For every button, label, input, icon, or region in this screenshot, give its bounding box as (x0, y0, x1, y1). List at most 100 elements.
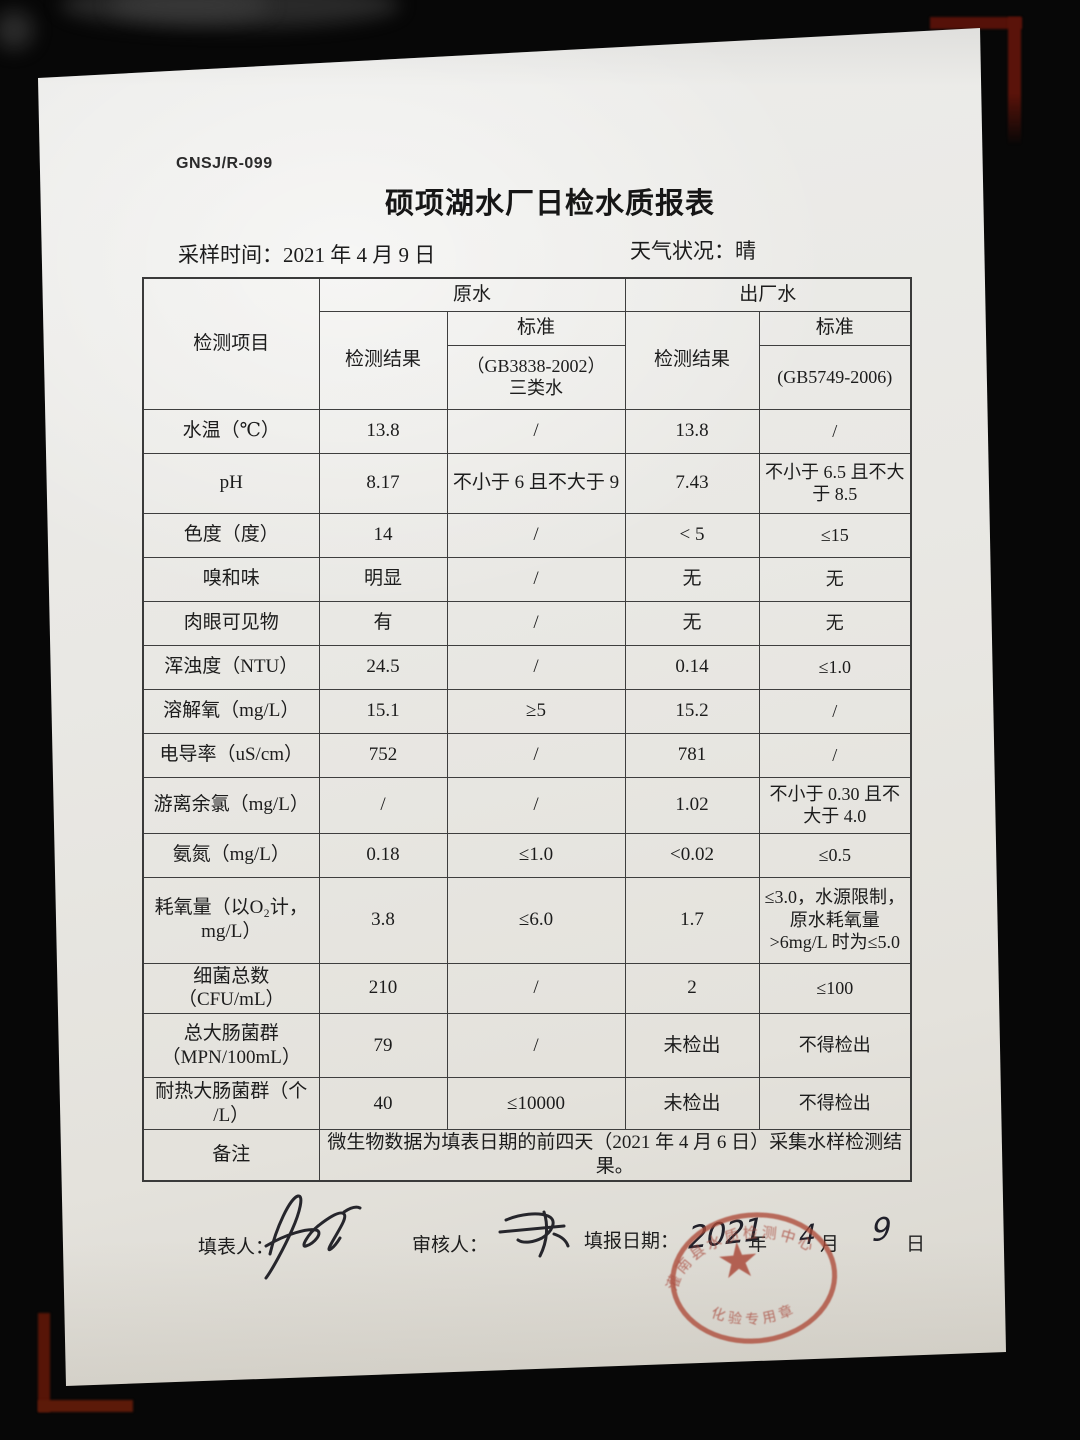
remark-label: 备注 (142, 1129, 320, 1181)
raw-standard-cell: ≥5 (446, 688, 626, 734)
out-standard-cell: 不小于 0.30 且不大于 4.0 (758, 776, 912, 834)
raw-result-cell: 明显 (318, 556, 448, 602)
red-corner-mark-top-right (1008, 17, 1021, 145)
out-result-cell: 781 (624, 732, 760, 778)
out-standard-cell: ≤15 (758, 512, 912, 558)
raw-result-cell: 79 (318, 1013, 448, 1078)
out-result-cell: 2 (624, 962, 760, 1014)
day-suffix: 日 (906, 1234, 926, 1255)
raw-standard-cell: / (446, 600, 626, 646)
table-row: 溶解氧（mg/L） 15.1 ≥5 15.2 / (142, 688, 912, 734)
out-result-cell: 7.43 (624, 452, 760, 514)
remark-text: 微生物数据为填表日期的前四天（2021 年 4 月 6 日）采集水样检测结果。 (318, 1129, 912, 1181)
out-result-header: 检测结果 (624, 310, 760, 410)
table-row: 游离余氯（mg/L） / / 1.02 不小于 0.30 且不大于 4.0 (142, 776, 912, 834)
weather-line: 天气状况：晴 (630, 235, 756, 265)
filler-label: 填表人： (198, 1237, 275, 1258)
water-quality-table: 检测项目 原水 出厂水 检测结果 标准 检测结果 标准 （GB3838-2002… (142, 277, 913, 1182)
raw-result-cell: 0.18 (318, 832, 448, 878)
out-standard-cell: 不小于 6.5 且不大于 8.5 (758, 452, 912, 514)
table-row: 氨氮（mg/L） 0.18 ≤1.0 <0.02 ≤0.5 (142, 832, 912, 878)
out-result-cell: 15.2 (624, 688, 760, 734)
raw-result-cell: 14 (318, 512, 448, 558)
sample-time-line: 采样时间：2021 年 4 月 9 日 (178, 239, 435, 269)
raw-standard-cell: / (446, 644, 626, 690)
out-standard-cell: ≤100 (758, 962, 912, 1014)
raw-standard-cell: ≤6.0 (446, 876, 626, 964)
out-result-cell: < 5 (624, 512, 760, 558)
raw-result-cell: 15.1 (318, 688, 448, 734)
group-header-raw-water: 原水 (318, 277, 626, 312)
item-name-cell: 游离余氯（mg/L） (142, 776, 320, 834)
handwritten-day: 9 (871, 1210, 891, 1250)
report-date-label: 填报日期： (584, 1231, 680, 1252)
item-name-cell: 总大肠菌群 （MPN/100mL） (142, 1013, 320, 1078)
column-header-item: 检测项目 (142, 277, 320, 410)
filler-signature (264, 1194, 362, 1280)
raw-standard-cell: / (446, 732, 626, 778)
item-name-cell: 耗氧量（以O₂计， mg/L） (142, 876, 320, 964)
raw-result-cell: / (318, 776, 448, 834)
item-name-cell: 耐热大肠菌群（个 /L） (142, 1077, 320, 1130)
raw-standard-cell: / (446, 408, 626, 454)
raw-result-cell: 24.5 (318, 644, 448, 690)
out-standard-cell: / (758, 408, 912, 454)
reviewer-label: 审核人： (412, 1235, 489, 1256)
red-corner-mark-bottom-left (38, 1400, 133, 1412)
reviewer-signature (498, 1210, 570, 1258)
raw-result-cell: 40 (318, 1077, 448, 1130)
raw-standard-cell: ≤10000 (446, 1077, 626, 1130)
out-result-cell: 无 (624, 556, 760, 602)
year-suffix: 年 (748, 1234, 768, 1255)
out-standard-header: 标准 (758, 310, 912, 346)
raw-standard-cell: 不小于 6 且不大于 9 (446, 452, 626, 514)
item-name-cell: 水温（℃） (142, 408, 320, 454)
out-standard-cell: ≤0.5 (758, 832, 912, 878)
out-standard-cell: 不得检出 (758, 1077, 912, 1130)
raw-standard-cell: / (446, 512, 626, 558)
out-standard-cell: 无 (758, 556, 912, 602)
item-name-cell: 色度（度） (142, 512, 320, 558)
item-name-cell: 细菌总数（CFU/mL） (142, 962, 320, 1014)
out-standard-code: (GB5749-2006) (758, 344, 912, 410)
raw-standard-header: 标准 (446, 310, 626, 346)
table-row: 耐热大肠菌群（个 /L） 40 ≤10000 未检出 不得检出 (142, 1077, 912, 1130)
out-result-cell: 未检出 (624, 1013, 760, 1078)
page-title: 硕项湖水厂日检水质报表 (384, 188, 715, 220)
table-row: 总大肠菌群 （MPN/100mL） 79 / 未检出 不得检出 (142, 1013, 912, 1078)
raw-standard-cell: / (446, 962, 626, 1014)
raw-result-cell: 有 (318, 600, 448, 646)
table-row: pH 8.17 不小于 6 且不大于 9 7.43 不小于 6.5 且不大于 8… (142, 452, 912, 514)
raw-standard-cell: / (446, 776, 626, 834)
out-result-cell: 1.02 (624, 776, 760, 834)
sample-time-label: 采样时间： (178, 243, 283, 267)
out-result-cell: 未检出 (624, 1077, 760, 1130)
raw-standard-cell: / (446, 1013, 626, 1078)
out-standard-cell: 不得检出 (758, 1013, 912, 1078)
svg-text:化验专用章: 化验专用章 (708, 1298, 800, 1332)
weather-label: 天气状况： (630, 239, 735, 263)
raw-standard-code: （GB3838-2002） 三类水 (446, 344, 626, 410)
item-name-cell: 电导率（uS/cm） (142, 732, 320, 778)
table-row: 电导率（uS/cm） 752 / 781 / (142, 732, 912, 778)
raw-result-cell: 210 (318, 962, 448, 1014)
out-result-cell: <0.02 (624, 832, 760, 878)
out-standard-cell: / (758, 732, 912, 778)
item-name-cell: 嗅和味 (142, 556, 320, 602)
red-seal-stamp: 灌南县水质检测中心 化验专用章 (659, 1212, 838, 1344)
raw-result-cell: 13.8 (318, 408, 448, 454)
camera-blur-streak (0, 10, 34, 50)
stamp-bottom-text: 化验专用章 (708, 1298, 800, 1332)
out-standard-cell: ≤3.0，水源限制，原水耗氧量>6mg/L 时为≤5.0 (758, 876, 912, 964)
item-name-cell: pH (142, 452, 320, 514)
group-header-finished-water: 出厂水 (624, 277, 912, 312)
table-row: 细菌总数（CFU/mL） 210 / 2 ≤100 (142, 962, 912, 1014)
raw-result-cell: 752 (318, 732, 448, 778)
out-result-cell: 13.8 (624, 408, 760, 454)
form-code: GNSJ/R-099 (176, 155, 273, 172)
out-result-cell: 1.7 (624, 876, 760, 964)
out-result-cell: 0.14 (624, 644, 760, 690)
item-name-cell: 浑浊度（NTU） (142, 644, 320, 690)
